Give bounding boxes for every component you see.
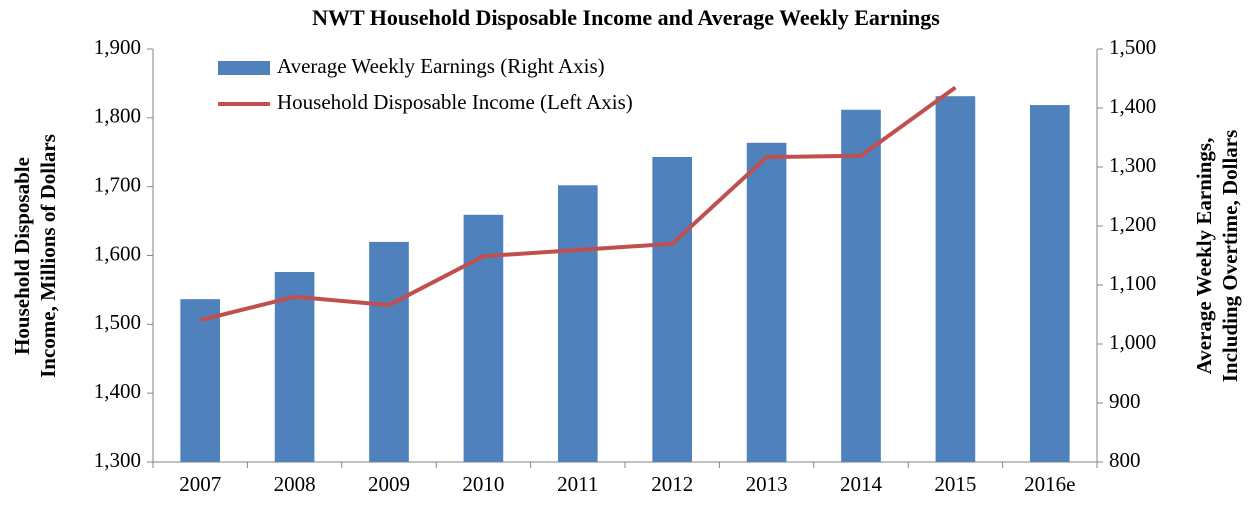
chart-title: NWT Household Disposable Income and Aver… (312, 5, 940, 30)
y2-tick-label: 1,300 (1109, 153, 1156, 177)
y2-axis-title-line: Including Overtime, Dollars (1218, 130, 1242, 383)
y2-tick-label: 1,000 (1109, 330, 1156, 354)
y-tick-label: 1,400 (94, 379, 141, 403)
bar (369, 241, 409, 462)
y2-axis-title: Average Weekly Earnings, Including Overt… (1192, 130, 1242, 383)
y2-tick-label: 1,500 (1109, 35, 1156, 59)
x-tick-label: 2009 (368, 472, 410, 496)
y-axis-title: Household Disposable Income, Millions of… (10, 134, 60, 378)
legend-label: Average Weekly Earnings (Right Axis) (277, 54, 605, 78)
x-tick-label: 2008 (274, 472, 316, 496)
bar (463, 214, 504, 462)
x-tick-label: 2012 (651, 472, 693, 496)
bar (1029, 105, 1070, 463)
bar (180, 299, 221, 462)
x-tick-label: 2011 (557, 472, 598, 496)
legend-label: Household Disposable Income (Left Axis) (277, 90, 633, 114)
y2-axis-title-line: Average Weekly Earnings, (1192, 138, 1216, 375)
bar (557, 185, 598, 463)
x-tick-label: 2015 (934, 472, 976, 496)
y-tick-label: 1,600 (94, 241, 141, 265)
bar (935, 96, 976, 462)
y-tick-label: 1,900 (94, 35, 141, 59)
y-tick-label: 1,500 (94, 310, 141, 334)
x-tick-label: 2016e (1024, 472, 1075, 496)
x-tick-label: 2010 (462, 472, 504, 496)
line (199, 85, 957, 323)
y-tick-label: 1,300 (94, 448, 141, 472)
bar (652, 156, 693, 462)
y2-tick-label: 900 (1109, 389, 1141, 413)
y2-tick-label: 800 (1109, 448, 1141, 472)
y2-tick-label: 1,100 (1109, 271, 1156, 295)
bar (746, 142, 787, 462)
bar (274, 272, 315, 462)
x-tick-label: 2013 (746, 472, 788, 496)
y2-tick-label: 1,400 (1109, 94, 1156, 118)
legend-swatch (218, 61, 270, 75)
y-tick-label: 1,700 (94, 172, 141, 196)
y-axis-title-line: Income, Millions of Dollars (36, 134, 60, 378)
x-tick-label: 2007 (179, 472, 221, 496)
x-tick-label: 2014 (840, 472, 883, 496)
y-tick-label: 1,800 (94, 104, 141, 128)
bar (841, 109, 881, 463)
y-axis-title-line: Household Disposable (10, 157, 34, 355)
y2-tick-label: 1,200 (1109, 212, 1156, 236)
